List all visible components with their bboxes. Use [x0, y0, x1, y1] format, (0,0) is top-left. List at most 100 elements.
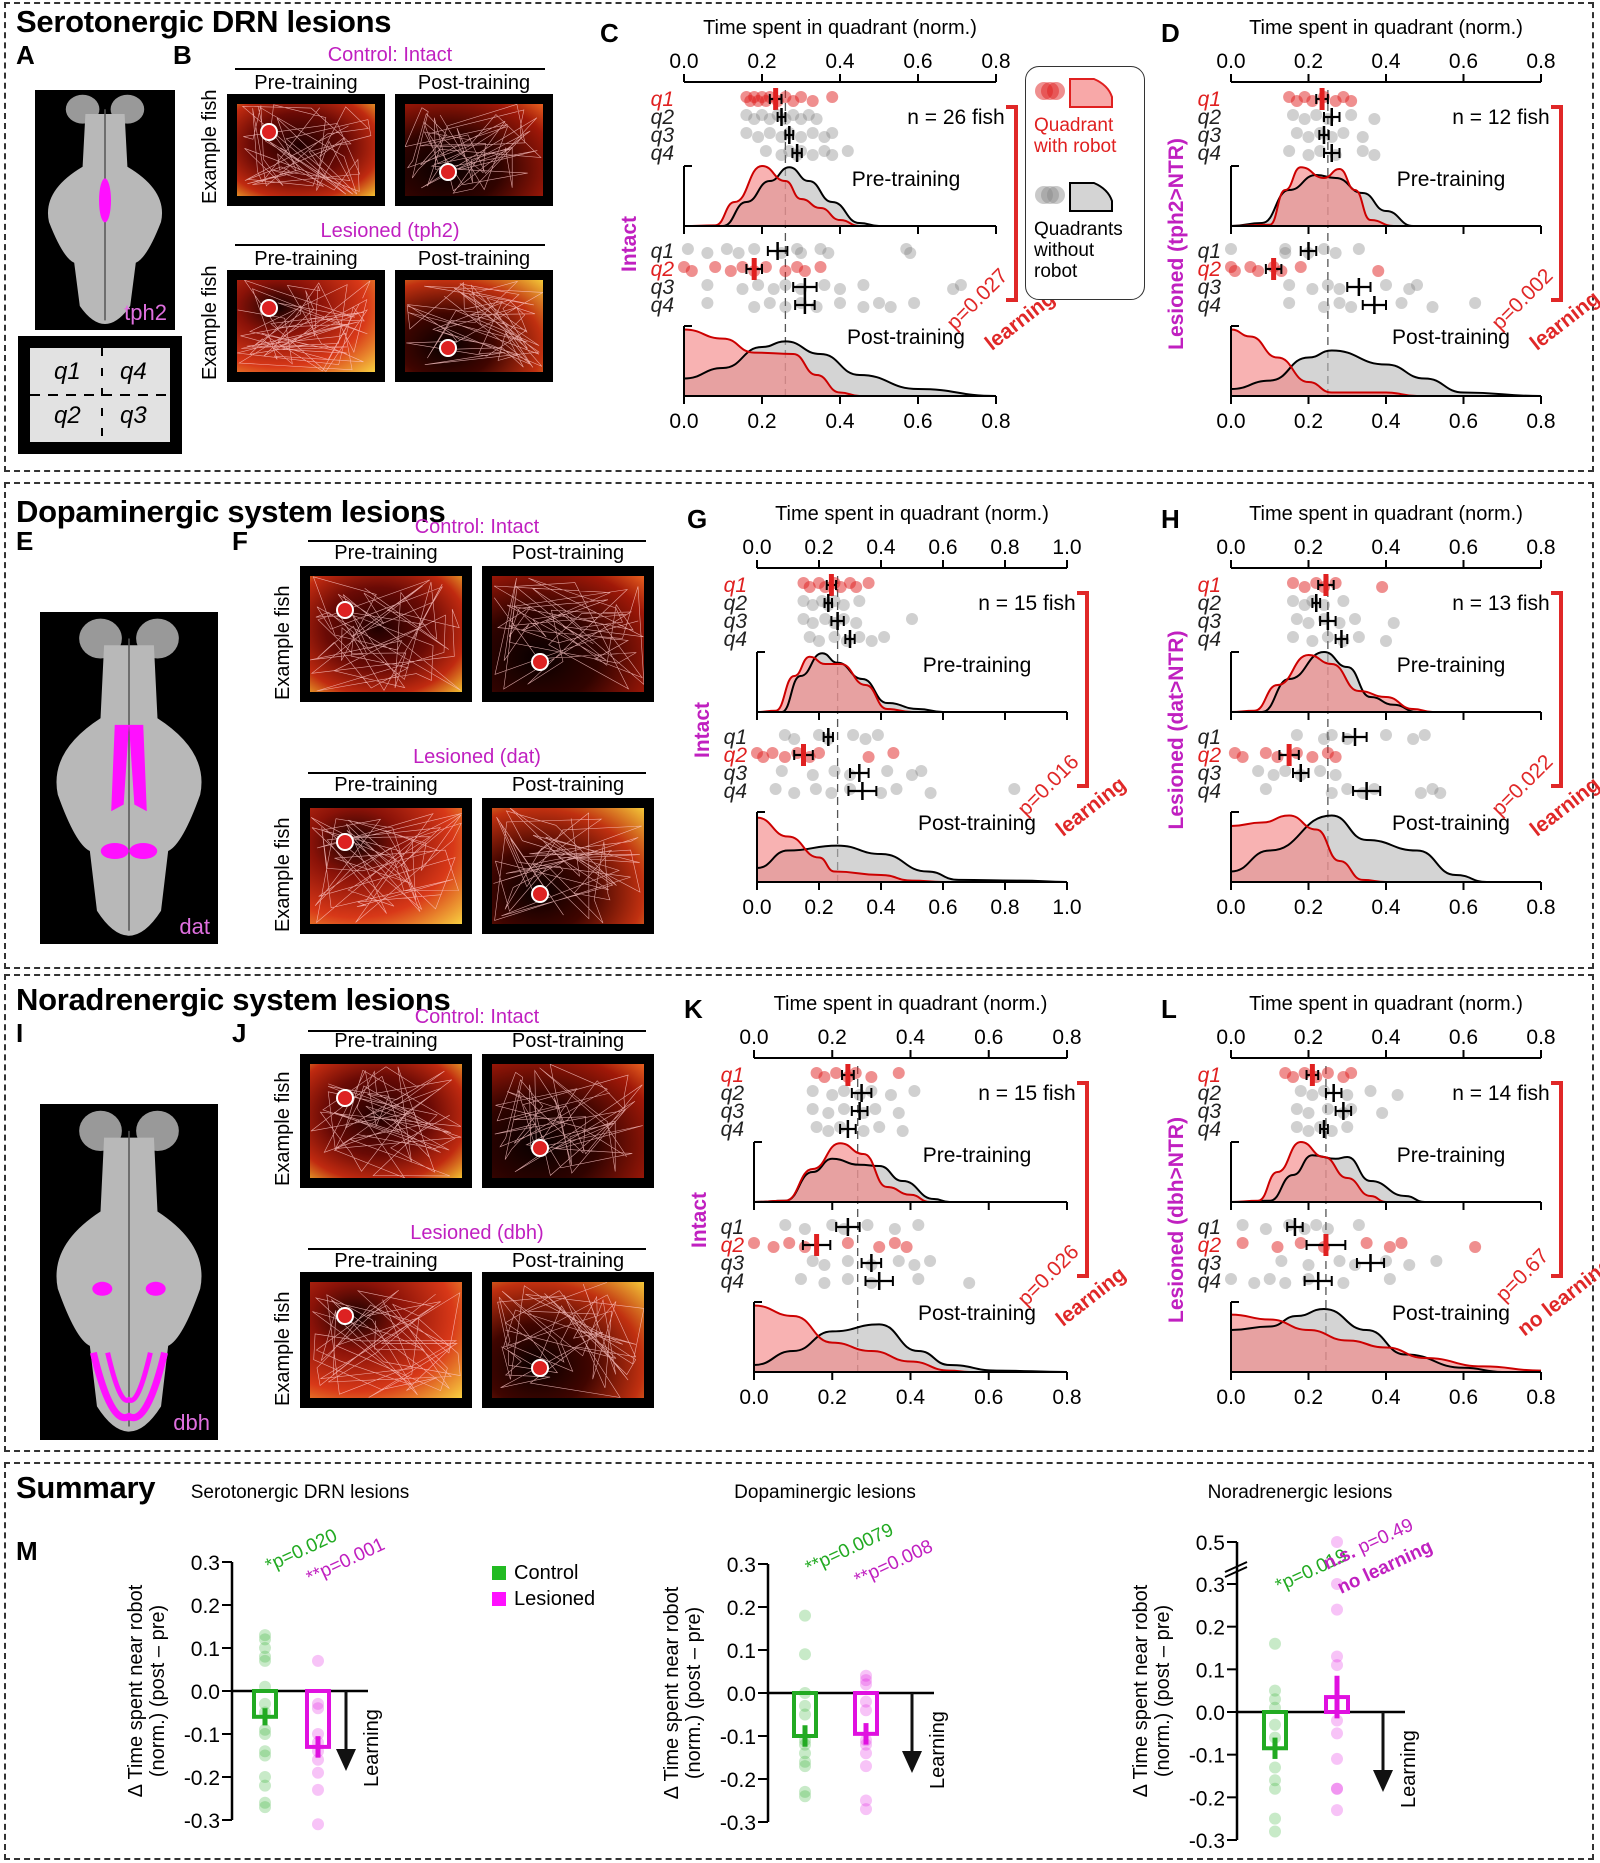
data-point: [779, 1219, 792, 1231]
data-point: [873, 1241, 886, 1253]
data-point: [794, 1273, 807, 1285]
trajectory: [310, 1066, 462, 1178]
quadrant-label-q3: q3: [1198, 124, 1222, 147]
quadrant-label-q3: q3: [651, 124, 675, 147]
trajectory-path: [497, 1282, 644, 1398]
post-training-label: Post-training: [918, 1302, 1036, 1325]
quadrant-label-q3: q3: [724, 610, 748, 633]
quadrant-label-q1: q1: [651, 88, 674, 111]
data-point: [1279, 1277, 1292, 1289]
data-point: [906, 769, 918, 781]
tick-label: 0.8: [1526, 1026, 1555, 1049]
data-point: [1395, 297, 1408, 309]
data-point: [709, 261, 722, 273]
trajectory: [497, 1282, 644, 1398]
data-point: [1333, 283, 1346, 295]
data-point: [1259, 747, 1272, 759]
lesioned-data-point: [860, 1747, 872, 1760]
quadrant-label-q1: q1: [651, 240, 674, 263]
tick-label: 0.6: [928, 536, 957, 559]
data-point: [822, 247, 835, 259]
heatmap: [237, 280, 375, 372]
learning-label: Learning: [1398, 1730, 1420, 1808]
tick-label: 0.3: [1196, 1574, 1225, 1597]
tick-label: 0.4: [1371, 896, 1401, 919]
trajectory: [310, 813, 462, 924]
data-point: [1380, 1255, 1392, 1267]
axis-break: [1224, 1561, 1248, 1573]
lesioned-data-point: [1331, 1603, 1343, 1616]
control-data-point: [259, 1745, 271, 1758]
lesion-region: [89, 1351, 169, 1422]
data-point: [1345, 95, 1358, 107]
data-point: [1407, 733, 1420, 745]
data-point: [871, 729, 884, 741]
data-point: [1337, 1277, 1350, 1289]
pre-training-label: Pre-training: [334, 1250, 438, 1272]
data-point: [1321, 1223, 1334, 1235]
density-fill-robot: [1231, 167, 1541, 226]
summary-y-label: (norm.) (post – pre): [147, 1605, 169, 1777]
summary-M-2: Dopaminergic lesions 0.3 0.2 0.1 0.0 -0.1 -0.2…: [661, 1482, 949, 1835]
data-point: [1290, 613, 1303, 625]
data-point: [963, 1277, 976, 1289]
learning-arrow-head: [902, 1751, 922, 1773]
tick-label: -0.1: [184, 1724, 220, 1747]
data-point: [834, 283, 846, 295]
panel-D: D Time spent in quadrant (norm.)0.0 0.2 0.4…: [1161, 17, 1600, 433]
data-point: [1259, 1223, 1272, 1235]
pre-training-label: Pre-training: [334, 1030, 438, 1052]
data-point: [1236, 751, 1249, 763]
legend-robot-line2: with robot: [1034, 136, 1117, 157]
pre-training-label: Pre-training: [923, 654, 1032, 677]
data-point: [795, 247, 807, 259]
data-point: [1368, 783, 1381, 795]
control-data-point: [259, 1796, 271, 1809]
control-data-point: [799, 1747, 811, 1760]
lesioned-data-point: [1331, 1659, 1343, 1672]
quadrant-label-q4: q4: [651, 142, 674, 165]
data-point: [1364, 1085, 1377, 1097]
heatmap: [492, 1064, 644, 1178]
axis-title: Time spent in quadrant (norm.): [1249, 17, 1523, 39]
n-fish-label: n = 13 fish: [1452, 592, 1549, 615]
data-point: [818, 279, 831, 291]
data-point: [775, 765, 788, 777]
data-point: [924, 1255, 937, 1267]
learning-label: Learning: [361, 1709, 383, 1787]
data-point: [798, 1241, 811, 1253]
legend-robot-swatch: [1035, 78, 1113, 108]
heatmap: [310, 576, 462, 692]
significance-bracket: [1551, 1081, 1563, 1278]
section-noradrenergic: [4, 974, 1594, 1452]
lesioned-data-point: [1331, 1782, 1343, 1795]
summary-charts: Serotonergic DRN lesions 0.3 0.2 0.1 0.0 -0.1…: [125, 1482, 1436, 1853]
quadrant-label-q2: q2: [1198, 258, 1222, 281]
lesion-region: [105, 1352, 153, 1403]
data-point: [779, 265, 792, 277]
panel-label: F: [232, 526, 248, 556]
arena-pre-training: [300, 798, 472, 934]
data-point: [853, 1089, 866, 1101]
legend-norobot-line1: Quadrants: [1034, 219, 1123, 240]
panel-label-m: M: [16, 1536, 38, 1566]
tick-label: 0.6: [1449, 1026, 1478, 1049]
lesioned-data-point: [312, 1654, 324, 1667]
panel-label: L: [1161, 994, 1177, 1024]
data-point: [814, 243, 827, 255]
tick-label: 0.2: [191, 1595, 220, 1618]
quadrant-label-q4: q4: [724, 628, 747, 651]
tick-label: 0.4: [1371, 536, 1401, 559]
n-fish-label: n = 15 fish: [978, 592, 1075, 615]
panel-L: L Time spent in quadrant (norm.)0.0 0.2 0.4…: [1161, 993, 1600, 1409]
lesion-region: [100, 843, 129, 860]
quadrant-label-q2: q2: [1198, 592, 1222, 615]
tick-label: 0.8: [990, 536, 1019, 559]
robot-marker: [439, 163, 458, 182]
data-point: [1236, 1219, 1249, 1231]
pre-training-label: Pre-training: [254, 72, 358, 94]
quadrant-label-q2: q2: [1198, 1234, 1222, 1257]
control-data-point: [1269, 1693, 1281, 1706]
quadrant-label-q1: q1: [721, 1216, 744, 1239]
data-point: [736, 283, 749, 295]
